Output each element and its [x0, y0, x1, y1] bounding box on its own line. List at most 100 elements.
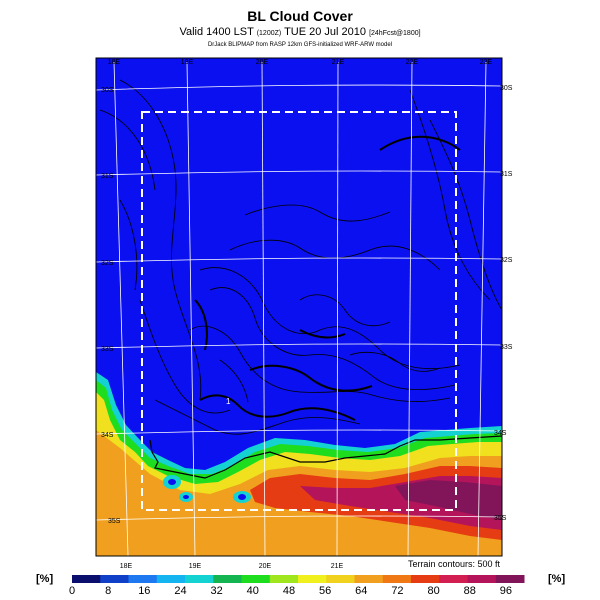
colorbar-swatch	[185, 575, 214, 583]
parallel	[96, 170, 502, 176]
bottom-lon-axis: 18E 19E 20E 21E	[120, 563, 344, 570]
valid-time: Valid 1400 LST (1200Z) TUE 20 Jul 2010 […	[0, 26, 600, 38]
parallel	[96, 343, 502, 349]
forecast-tag: [24hFcst@1800]	[369, 30, 421, 37]
terrain-contour	[299, 294, 391, 327]
colorbar: 0 8 16 24 32 40 48 56 64 72 80 88 96	[69, 575, 525, 597]
lat-label: 32S	[101, 260, 114, 267]
map-frame	[95, 57, 503, 557]
cloud-blob-1-core	[168, 479, 176, 485]
parallel	[96, 84, 502, 91]
top-lon-axis: 18E 19E 20E 21E 22E 23E	[108, 59, 493, 66]
lon-label: 21E	[332, 59, 345, 66]
terrain-contour	[409, 89, 491, 301]
terrain-contour	[244, 204, 391, 222]
chart-title: BL Cloud Cover	[247, 8, 353, 24]
colorbar-tick-label: 8	[105, 585, 111, 597]
cloud-blob-2-core	[238, 494, 246, 500]
colorbar-tick-label: 88	[464, 585, 476, 597]
latlon-grid	[96, 61, 502, 556]
lat-label: 33S	[101, 346, 114, 353]
colorbar-swatch	[326, 575, 355, 583]
colorbar-swatch	[72, 575, 101, 583]
meridian	[261, 61, 266, 556]
colorbar-swatch	[269, 575, 299, 583]
lat-label: 31S	[101, 173, 114, 180]
lon-label: 18E	[120, 563, 133, 570]
colorbar-swatch	[354, 575, 384, 583]
lat-label: 34S	[101, 432, 114, 439]
meridian	[113, 61, 129, 556]
cloud-band-purple	[395, 480, 502, 520]
right-lat-axis: 30S 31S 32S 33S 34S 35S	[494, 85, 513, 522]
cloud-blob-3-core	[183, 495, 189, 499]
terrain-contour	[154, 399, 361, 435]
model-credit: DrJack BLIPMAP from RASP 12km GFS-initia…	[207, 42, 393, 48]
colorbar-tick-label: 56	[319, 585, 331, 597]
colorbar-unit-right: [%]	[548, 573, 566, 585]
meridian	[186, 61, 196, 556]
terrain-contour	[189, 325, 451, 402]
colorbar-swatch	[495, 575, 525, 583]
spot-value: 1	[226, 397, 231, 406]
lat-label: 33S	[500, 344, 513, 351]
lon-label: 20E	[256, 59, 269, 66]
lon-label: 21E	[331, 563, 344, 570]
lon-label: 20E	[259, 563, 272, 570]
colorbar-swatch	[298, 575, 327, 583]
parallel	[96, 257, 502, 263]
colorbar-swatch	[411, 575, 440, 583]
valid-date: TUE 20 Jul 2010	[284, 26, 367, 38]
lon-label: 19E	[181, 59, 194, 66]
terrain-contour-bold	[299, 329, 346, 339]
meridian	[477, 61, 487, 556]
terrain-note-bg	[394, 558, 502, 569]
lat-label: 35S	[494, 515, 507, 522]
terrain-contour	[219, 359, 249, 403]
colorbar-unit-left: [%]	[36, 573, 54, 585]
colorbar-swatch	[467, 575, 497, 583]
colorbar-swatch	[213, 575, 242, 583]
colorbar-swatch	[128, 575, 158, 583]
lon-label: 19E	[189, 563, 202, 570]
terrain-note: Terrain contours: 500 ft	[408, 559, 501, 569]
colorbar-tick-label: 72	[391, 585, 403, 597]
parallel	[96, 429, 502, 435]
lon-label: 22E	[406, 59, 419, 66]
terrain-contour	[199, 267, 461, 370]
terrain-contour	[119, 79, 202, 401]
terrain-contour	[139, 299, 231, 414]
lon-label: 23E	[480, 59, 493, 66]
colorbar-swatch	[382, 575, 412, 583]
valid-line: Valid 1400 LST	[179, 26, 254, 38]
terrain-contour	[209, 287, 456, 390]
terrain-contour-bold	[379, 135, 461, 151]
map-field	[96, 58, 502, 556]
terrain-contour	[429, 119, 502, 311]
terrain-contours	[99, 79, 502, 435]
colorbar-swatch	[100, 575, 129, 583]
domain-boundary	[141, 111, 457, 511]
meridian	[407, 61, 413, 556]
colorbar-tick-label: 16	[138, 585, 150, 597]
parallel	[96, 515, 502, 521]
lat-label: 31S	[500, 171, 513, 178]
left-lat-axis: 30S 31S 32S 33S 34S 35S	[101, 87, 121, 525]
valid-code: (1200Z)	[256, 30, 282, 37]
colorbar-tick-label: 32	[211, 585, 223, 597]
terrain-contour	[349, 351, 441, 372]
colorbar-swatch	[156, 575, 186, 583]
colorbar-tick-label: 0	[69, 585, 75, 597]
terrain-contour-bold	[249, 364, 373, 392]
coastline	[149, 435, 502, 479]
lon-label: 18E	[108, 59, 121, 66]
lat-label: 35S	[108, 518, 121, 525]
terrain-contour-bold	[194, 299, 208, 351]
colorbar-swatch	[439, 575, 468, 583]
colorbar-tick-label: 64	[355, 585, 367, 597]
terrain-contour	[99, 109, 156, 191]
colorbar-tick-label: 40	[247, 585, 259, 597]
colorbar-tick-label: 48	[283, 585, 295, 597]
meridian	[336, 61, 339, 556]
